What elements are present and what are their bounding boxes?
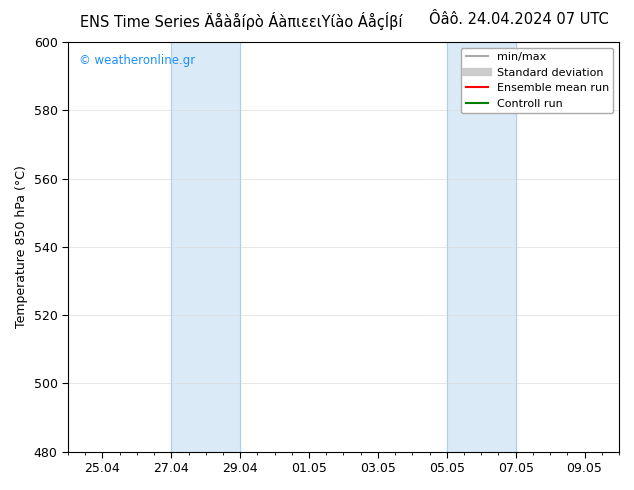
Legend: min/max, Standard deviation, Ensemble mean run, Controll run: min/max, Standard deviation, Ensemble me… [461,48,614,113]
Text: © weatheronline.gr: © weatheronline.gr [79,54,195,67]
Text: ENS Time Series Äåàåíρò ÁàπιεειΥίàο ÁåçÍβí: ENS Time Series Äåàåíρò ÁàπιεειΥίàο ÁåçÍ… [80,12,402,30]
Bar [447,42,515,452]
Bar [171,42,240,452]
Text: Ôâô. 24.04.2024 07 UTC: Ôâô. 24.04.2024 07 UTC [429,12,609,27]
Y-axis label: Temperature 850 hPa (°C): Temperature 850 hPa (°C) [15,166,28,328]
